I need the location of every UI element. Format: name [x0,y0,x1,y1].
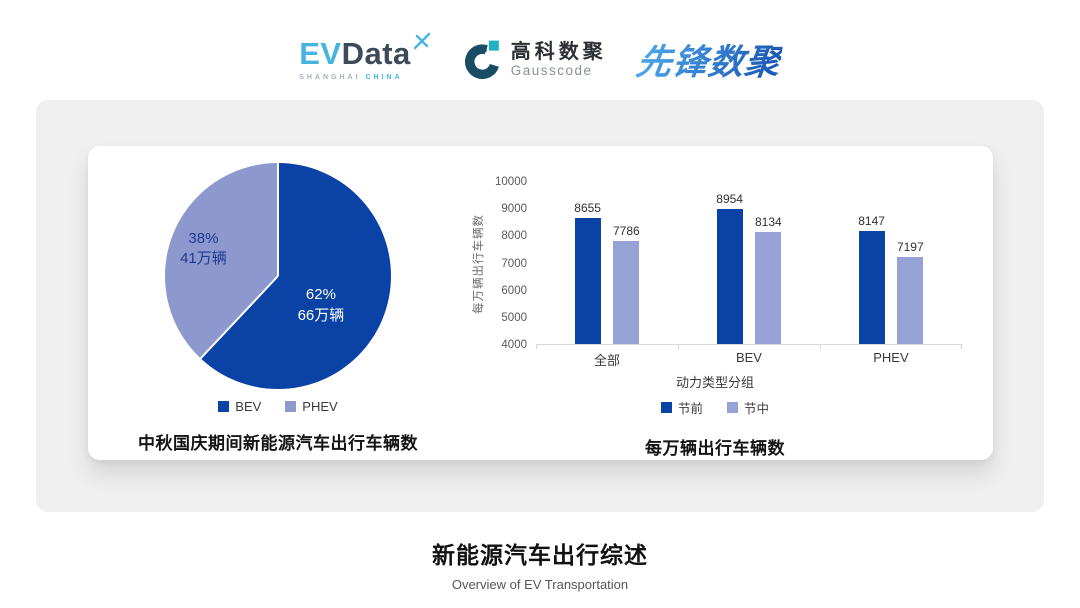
x-axis-tick [820,344,821,349]
phev-legend-marker [285,401,297,412]
category-label: PHEV [873,350,909,365]
pie-slice-phev-label: 38% 41万辆 [180,229,227,267]
pioneer-logo: 先锋数聚 [633,34,784,85]
bar-legend-item-mid: 节中 [727,398,769,417]
bar-rect [897,257,924,344]
gausscode-name-cn: 高科数聚 [510,40,607,63]
category-label: 全部 [593,353,620,368]
content-panel: 62% 66万辆 38% 41万辆 BEV PHEV 中秋国庆期间新能源汽车 [36,100,1044,512]
pie-legend-item-phev: PHEV [285,399,338,414]
y-tick-label: 7000 [501,257,527,270]
gausscode-logo: 高科数聚 Gausscode [461,38,607,80]
bar-legend-item-pre: 节前 [660,398,703,417]
bar-chart-section: 每万辆出行车辆数 4000 5000 6000 7000 8000 9000 10000 8… [468,146,993,460]
y-tick-label: 5000 [501,311,527,324]
bar-y-axis-label: 每万辆出行车辆数 [473,213,485,314]
bar-value-label: 8954 [716,192,743,207]
bar-group-BEV: 8954 8134 BEV [678,182,820,365]
evdata-logo: EV Data SHANGHAI CHINA [299,32,431,81]
bar-节中-BEV: 8134 [755,182,782,344]
bar-节前-BEV: 8954 [716,182,743,344]
x-axis-tick [677,344,679,349]
bar-value-label: 8147 [858,214,885,229]
evdata-logo-ev: EV [299,35,342,71]
bar-rect [858,231,885,344]
page-footer: 新能源汽车出行综述 Overview of EV Transportation [0,536,1080,592]
pie-chart: 62% 66万辆 38% 41万辆 [165,163,391,389]
pie-chart-section: 62% 66万辆 38% 41万辆 BEV PHEV 中秋国庆期间新能源汽车 [88,146,468,460]
gausscode-name-en: Gausscode [510,62,593,78]
pre-holiday-legend-marker [660,402,672,413]
evdata-star-icon [413,32,430,49]
bar-value-label: 7786 [612,224,640,239]
pie-legend: BEV PHEV [218,399,338,414]
bar-value-label: 7197 [896,240,924,255]
y-tick-label: 6000 [501,284,527,297]
bar-节中-全部: 7786 [613,182,640,344]
bar-y-ticks: 4000 5000 6000 7000 8000 9000 10000 [488,176,536,351]
y-tick-label: 8000 [501,230,527,243]
bar-rect [613,241,640,344]
pie-divider-top [277,163,279,276]
charts-card: 62% 66万辆 38% 41万辆 BEV PHEV 中秋国庆期间新能源汽车 [88,146,993,460]
bar-group-全部: 8655 7786 全部 [536,182,678,368]
bar-group-PHEV: 8147 7197 PHEV [820,182,962,365]
logo-bar: EV Data SHANGHAI CHINA 高科数聚 Gausscode 先锋… [0,0,1080,96]
mid-holiday-legend-marker [727,402,738,413]
bar-x-axis-label: 动力类型分组 [675,375,754,390]
bar-节前-PHEV: 8147 [858,182,885,344]
gausscode-mark-icon [464,40,499,80]
bar-rect [755,231,782,344]
bar-value-label: 8655 [574,200,601,215]
x-axis-tick [536,344,537,349]
bar-plot: 8655 7786 全部 8954 8134 BEV 8147 7197 PHEV [536,182,962,368]
bar-value-label: 8134 [754,214,782,229]
y-tick-label: 9000 [501,203,527,216]
page-subtitle: Overview of EV Transportation [451,577,629,592]
bar-legend: 节前 节中 [468,398,962,417]
category-label: BEV [735,350,762,365]
x-axis-tick [961,344,962,349]
y-tick-label: 4000 [501,339,527,351]
pie-legend-item-bev: BEV [218,399,261,414]
bar-节中-PHEV: 7197 [897,182,924,344]
y-tick-label: 10000 [495,176,527,188]
bar-rect [574,217,601,344]
pie-slice-bev-label: 62% 66万辆 [297,286,345,324]
bev-legend-marker [218,401,230,412]
bar-rect [716,209,743,344]
bar-chart-title: 每万辆出行车辆数 [645,439,785,458]
evdata-logo-data: Data [341,35,411,71]
page-title: 新能源汽车出行综述 [432,542,648,568]
evdata-logo-subtext: SHANGHAI CHINA [299,73,403,81]
pie-chart-title: 中秋国庆期间新能源汽车出行车辆数 [138,434,418,453]
bar-节前-全部: 8655 [574,182,601,344]
